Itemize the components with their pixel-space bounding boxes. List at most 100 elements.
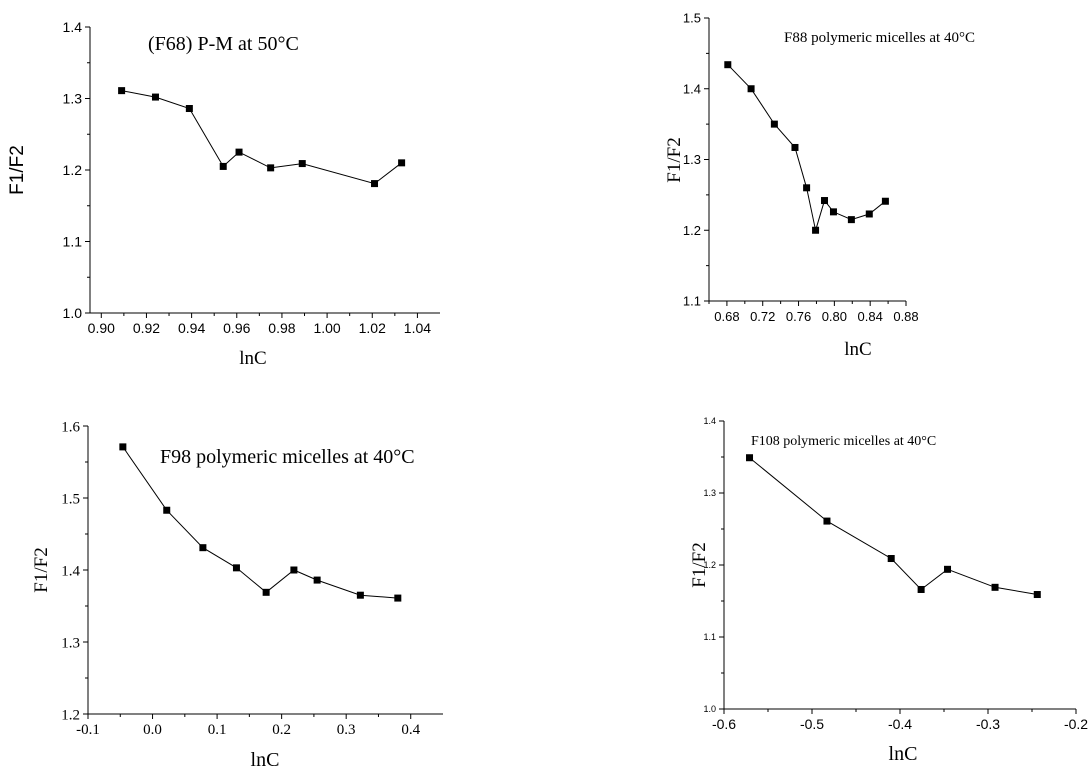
data-point (371, 180, 379, 188)
data-point (118, 87, 126, 95)
data-point (944, 565, 952, 573)
chart-title: F98 polymeric micelles at 40°C (160, 446, 415, 468)
x-tick-label: 0.98 (268, 320, 295, 336)
data-point (1033, 591, 1041, 599)
x-tick-label: 0.84 (858, 309, 883, 324)
series-line (749, 457, 1038, 595)
x-tick-label: 0.0 (143, 722, 162, 738)
x-tick-label: 0.96 (223, 320, 250, 336)
y-tick-label: 1.6 (61, 419, 80, 435)
y-tick-label: 1.3 (703, 488, 716, 498)
data-point (865, 210, 873, 218)
data-point (812, 226, 820, 234)
x-tick-label: 0.94 (178, 320, 205, 336)
x-tick-label: 0.4 (401, 722, 420, 738)
x-tick-label: 0.90 (88, 320, 115, 336)
data-point (298, 160, 306, 168)
y-tick-label: 1.5 (61, 491, 80, 507)
data-point (313, 576, 321, 584)
y-tick-label: 1.2 (703, 560, 716, 570)
x-axis-label: lnC (844, 339, 871, 360)
x-tick-label: 0.88 (893, 309, 918, 324)
data-point (267, 164, 275, 172)
y-tick-label: 1.2 (63, 162, 83, 178)
x-tick-label: 0.76 (786, 309, 811, 324)
series-line (122, 446, 398, 599)
data-point (881, 197, 889, 205)
chart-title: F88 polymeric micelles at 40°C (784, 30, 975, 46)
y-tick-label: 1.0 (63, 305, 83, 321)
x-tick-label: 1.00 (313, 320, 340, 336)
data-point (823, 517, 831, 525)
data-point (829, 208, 837, 216)
data-point (770, 120, 778, 128)
data-point (151, 93, 159, 101)
y-tick-label: 1.4 (683, 81, 701, 96)
data-point (398, 159, 406, 167)
y-axis-label: F1/F2 (31, 547, 52, 592)
x-tick-label: 0.1 (208, 722, 227, 738)
series-line (121, 90, 402, 185)
data-point (163, 506, 171, 514)
data-point (262, 588, 270, 596)
x-tick-label: 0.80 (822, 309, 847, 324)
y-tick-label: 1.4 (63, 19, 83, 35)
y-tick-label: 1.4 (703, 416, 716, 426)
y-tick-label: 1.1 (703, 632, 716, 642)
y-tick-label: 1.3 (63, 90, 83, 106)
y-tick-label: 1.4 (61, 563, 80, 579)
data-point (219, 162, 227, 170)
chart-bottom-right: -0.6 -0.5 -0.4 -0.3 -0.2 1.0 1.1 1.2 1.3 1.4 F108 … (689, 416, 1088, 765)
data-point (747, 85, 755, 93)
data-point (724, 61, 732, 69)
data-point (185, 105, 193, 113)
data-point (746, 454, 754, 462)
data-point (847, 216, 855, 224)
y-axis-label: F1/F2 (664, 137, 685, 182)
y-tick-label: 1.3 (683, 152, 701, 167)
data-point (290, 566, 298, 574)
data-point (791, 143, 799, 151)
y-tick-label: 1.1 (63, 233, 83, 249)
data-point (917, 585, 925, 593)
x-tick-label: -0.3 (976, 716, 1000, 732)
chart-bottom-left: -0.1 0.0 0.1 0.2 0.3 0.4 1.2 1.3 1.4 1.5 1.6 F98 po… (31, 419, 443, 771)
y-tick-label: 1.0 (703, 704, 716, 714)
y-tick-label: 1.1 (683, 294, 701, 309)
y-axis-label: F1/F2 (689, 542, 710, 587)
x-tick-label: 1.04 (404, 320, 431, 336)
data-point (821, 197, 829, 205)
chart-top-right: 0.68 0.72 0.76 0.80 0.84 0.88 1.1 1.2 1.3 1.4 1.5 F… (664, 11, 975, 360)
x-tick-label: -0.1 (76, 722, 100, 738)
chart-title: F108 polymeric micelles at 40°C (751, 434, 936, 449)
x-tick-label: 0.92 (133, 320, 160, 336)
y-tick-label: 1.5 (683, 11, 701, 26)
y-axis-label: F1/F2 (7, 145, 28, 195)
x-tick-label: 0.72 (750, 309, 775, 324)
y-tick-label: 1.2 (61, 707, 80, 723)
x-tick-label: 0.68 (714, 309, 739, 324)
data-point (119, 443, 127, 451)
x-axis-label: lnC (239, 348, 266, 369)
x-tick-label: 0.2 (272, 722, 291, 738)
x-tick-label: -0.5 (800, 716, 824, 732)
x-axis-label: lnC (251, 749, 280, 771)
x-tick-label: -0.2 (1064, 716, 1088, 732)
data-point (199, 544, 207, 552)
x-tick-label: -0.4 (888, 716, 912, 732)
y-tick-label: 1.3 (61, 635, 80, 651)
chart-top-left: 0.90 0.92 0.94 0.96 0.98 1.00 1.02 1.04 1.0 1.1 1.… (7, 19, 440, 369)
x-axis-label: lnC (889, 743, 918, 765)
data-point (803, 184, 811, 192)
x-tick-label: 1.02 (359, 320, 386, 336)
data-point (232, 564, 240, 572)
y-tick-label: 1.2 (683, 223, 701, 238)
data-point (887, 555, 895, 563)
data-point (235, 148, 243, 156)
data-point (991, 583, 999, 591)
data-point (394, 594, 402, 602)
x-tick-label: 0.3 (337, 722, 356, 738)
x-tick-label: -0.6 (712, 716, 736, 732)
data-point (356, 591, 364, 599)
